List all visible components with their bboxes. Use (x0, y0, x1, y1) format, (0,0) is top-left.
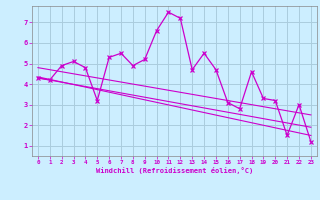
X-axis label: Windchill (Refroidissement éolien,°C): Windchill (Refroidissement éolien,°C) (96, 167, 253, 174)
